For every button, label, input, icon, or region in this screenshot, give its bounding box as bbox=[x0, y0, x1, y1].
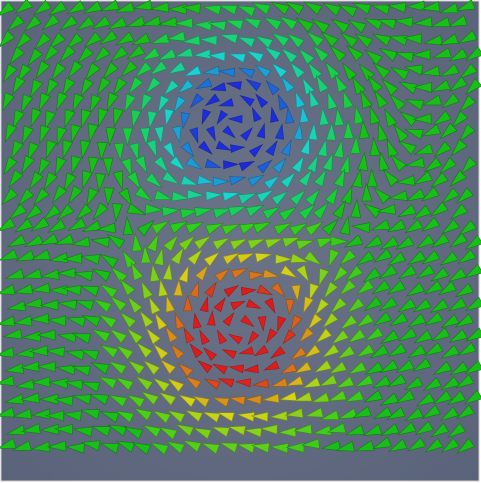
vector-field bbox=[0, 0, 481, 483]
page: (() => { JSON.parse(document.getElementB… bbox=[0, 0, 481, 483]
